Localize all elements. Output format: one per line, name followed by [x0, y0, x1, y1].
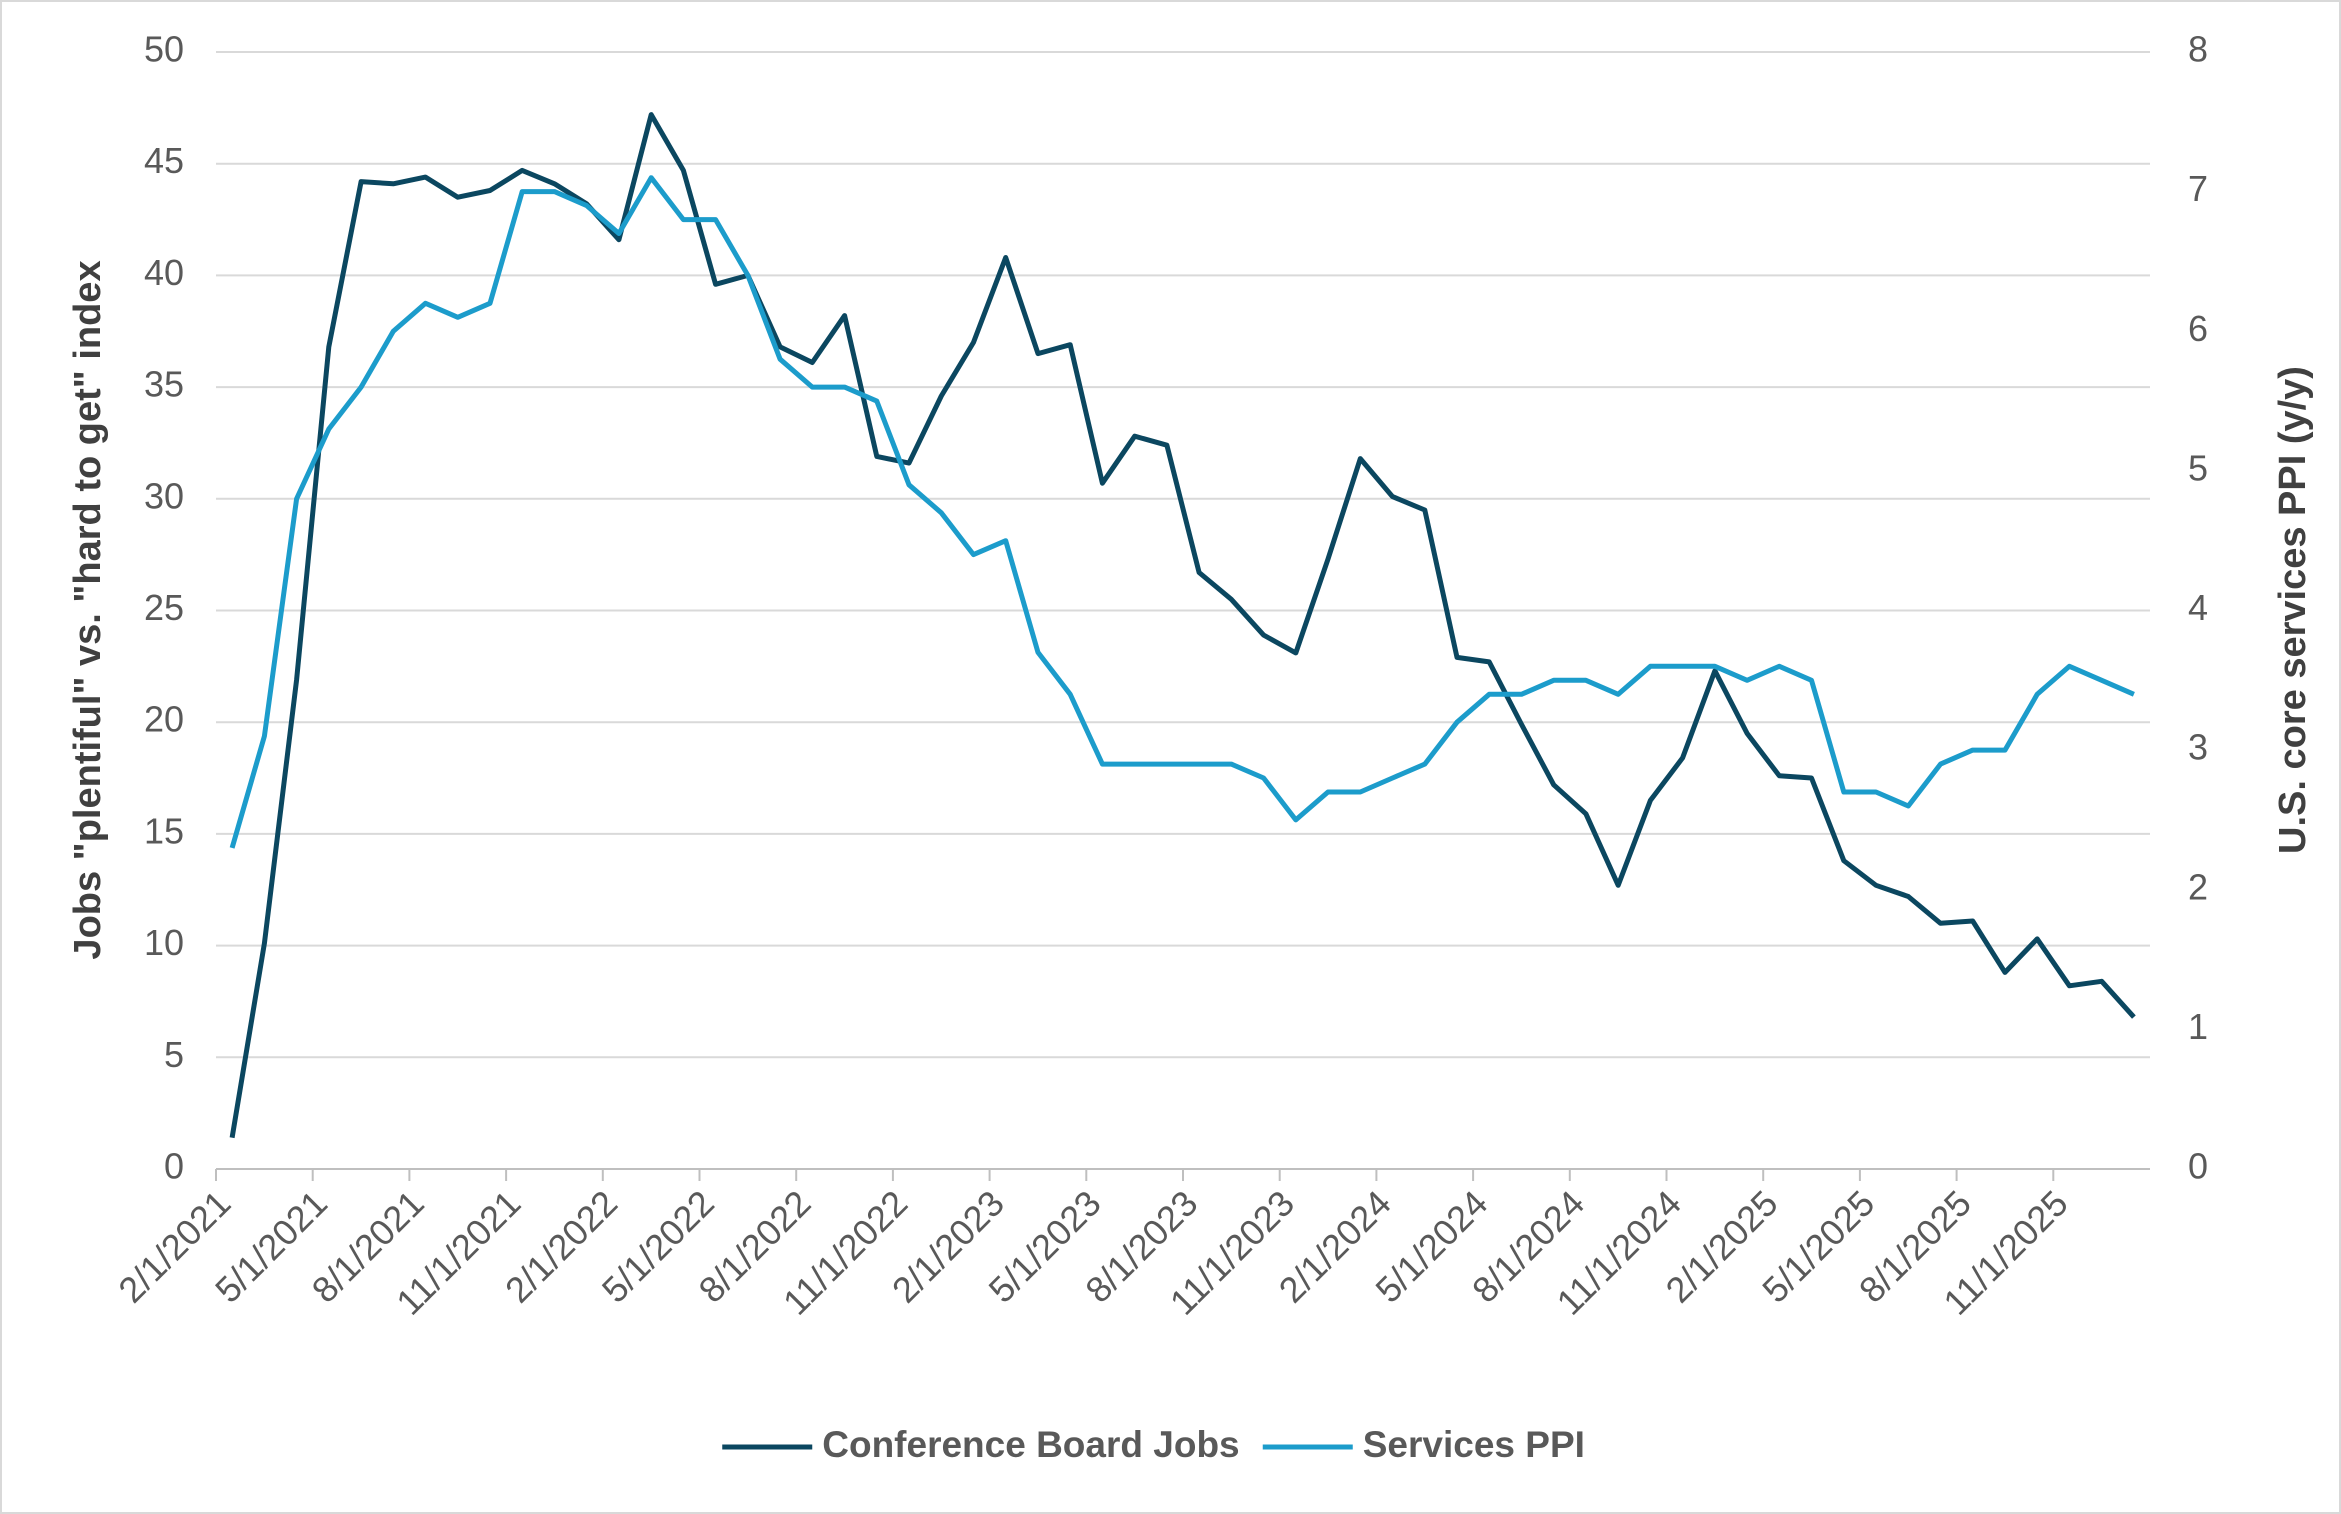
- series-line: [229, 175, 2135, 849]
- legend-label: Services PPI: [1363, 1424, 1585, 1465]
- y2-tick-label: 8: [2188, 29, 2208, 70]
- y2-tick-label: 6: [2188, 308, 2208, 349]
- y2-tick-label: 2: [2188, 866, 2208, 907]
- y2-tick-label: 3: [2188, 727, 2208, 768]
- y-tick-label: 40: [144, 252, 184, 293]
- legend-label: Conference Board Jobs: [822, 1424, 1239, 1465]
- y-tick-label: 25: [144, 587, 184, 628]
- y-tick-label: 20: [144, 699, 184, 740]
- y-tick-label: 30: [144, 475, 184, 516]
- y2-tick-label: 7: [2188, 168, 2208, 209]
- y-tick-label: 10: [144, 922, 184, 963]
- y2-axis-title: U.S. core services PPI (y/y): [2272, 366, 2314, 854]
- y2-tick-label: 4: [2188, 587, 2208, 628]
- y2-tick-label: 5: [2188, 447, 2208, 488]
- y-tick-label: 50: [144, 29, 184, 70]
- y2-tick-label: 1: [2188, 1006, 2208, 1047]
- y-axis-title: Jobs "plentiful" vs. "hard to get" index: [67, 260, 109, 959]
- y-tick-label: 0: [164, 1146, 184, 1187]
- y2-tick-label: 0: [2188, 1146, 2208, 1187]
- y-tick-label: 15: [144, 810, 184, 851]
- y-tick-label: 35: [144, 364, 184, 405]
- y-tick-label: 5: [164, 1034, 184, 1075]
- series-line: [229, 112, 2136, 1139]
- y-tick-label: 45: [144, 140, 184, 181]
